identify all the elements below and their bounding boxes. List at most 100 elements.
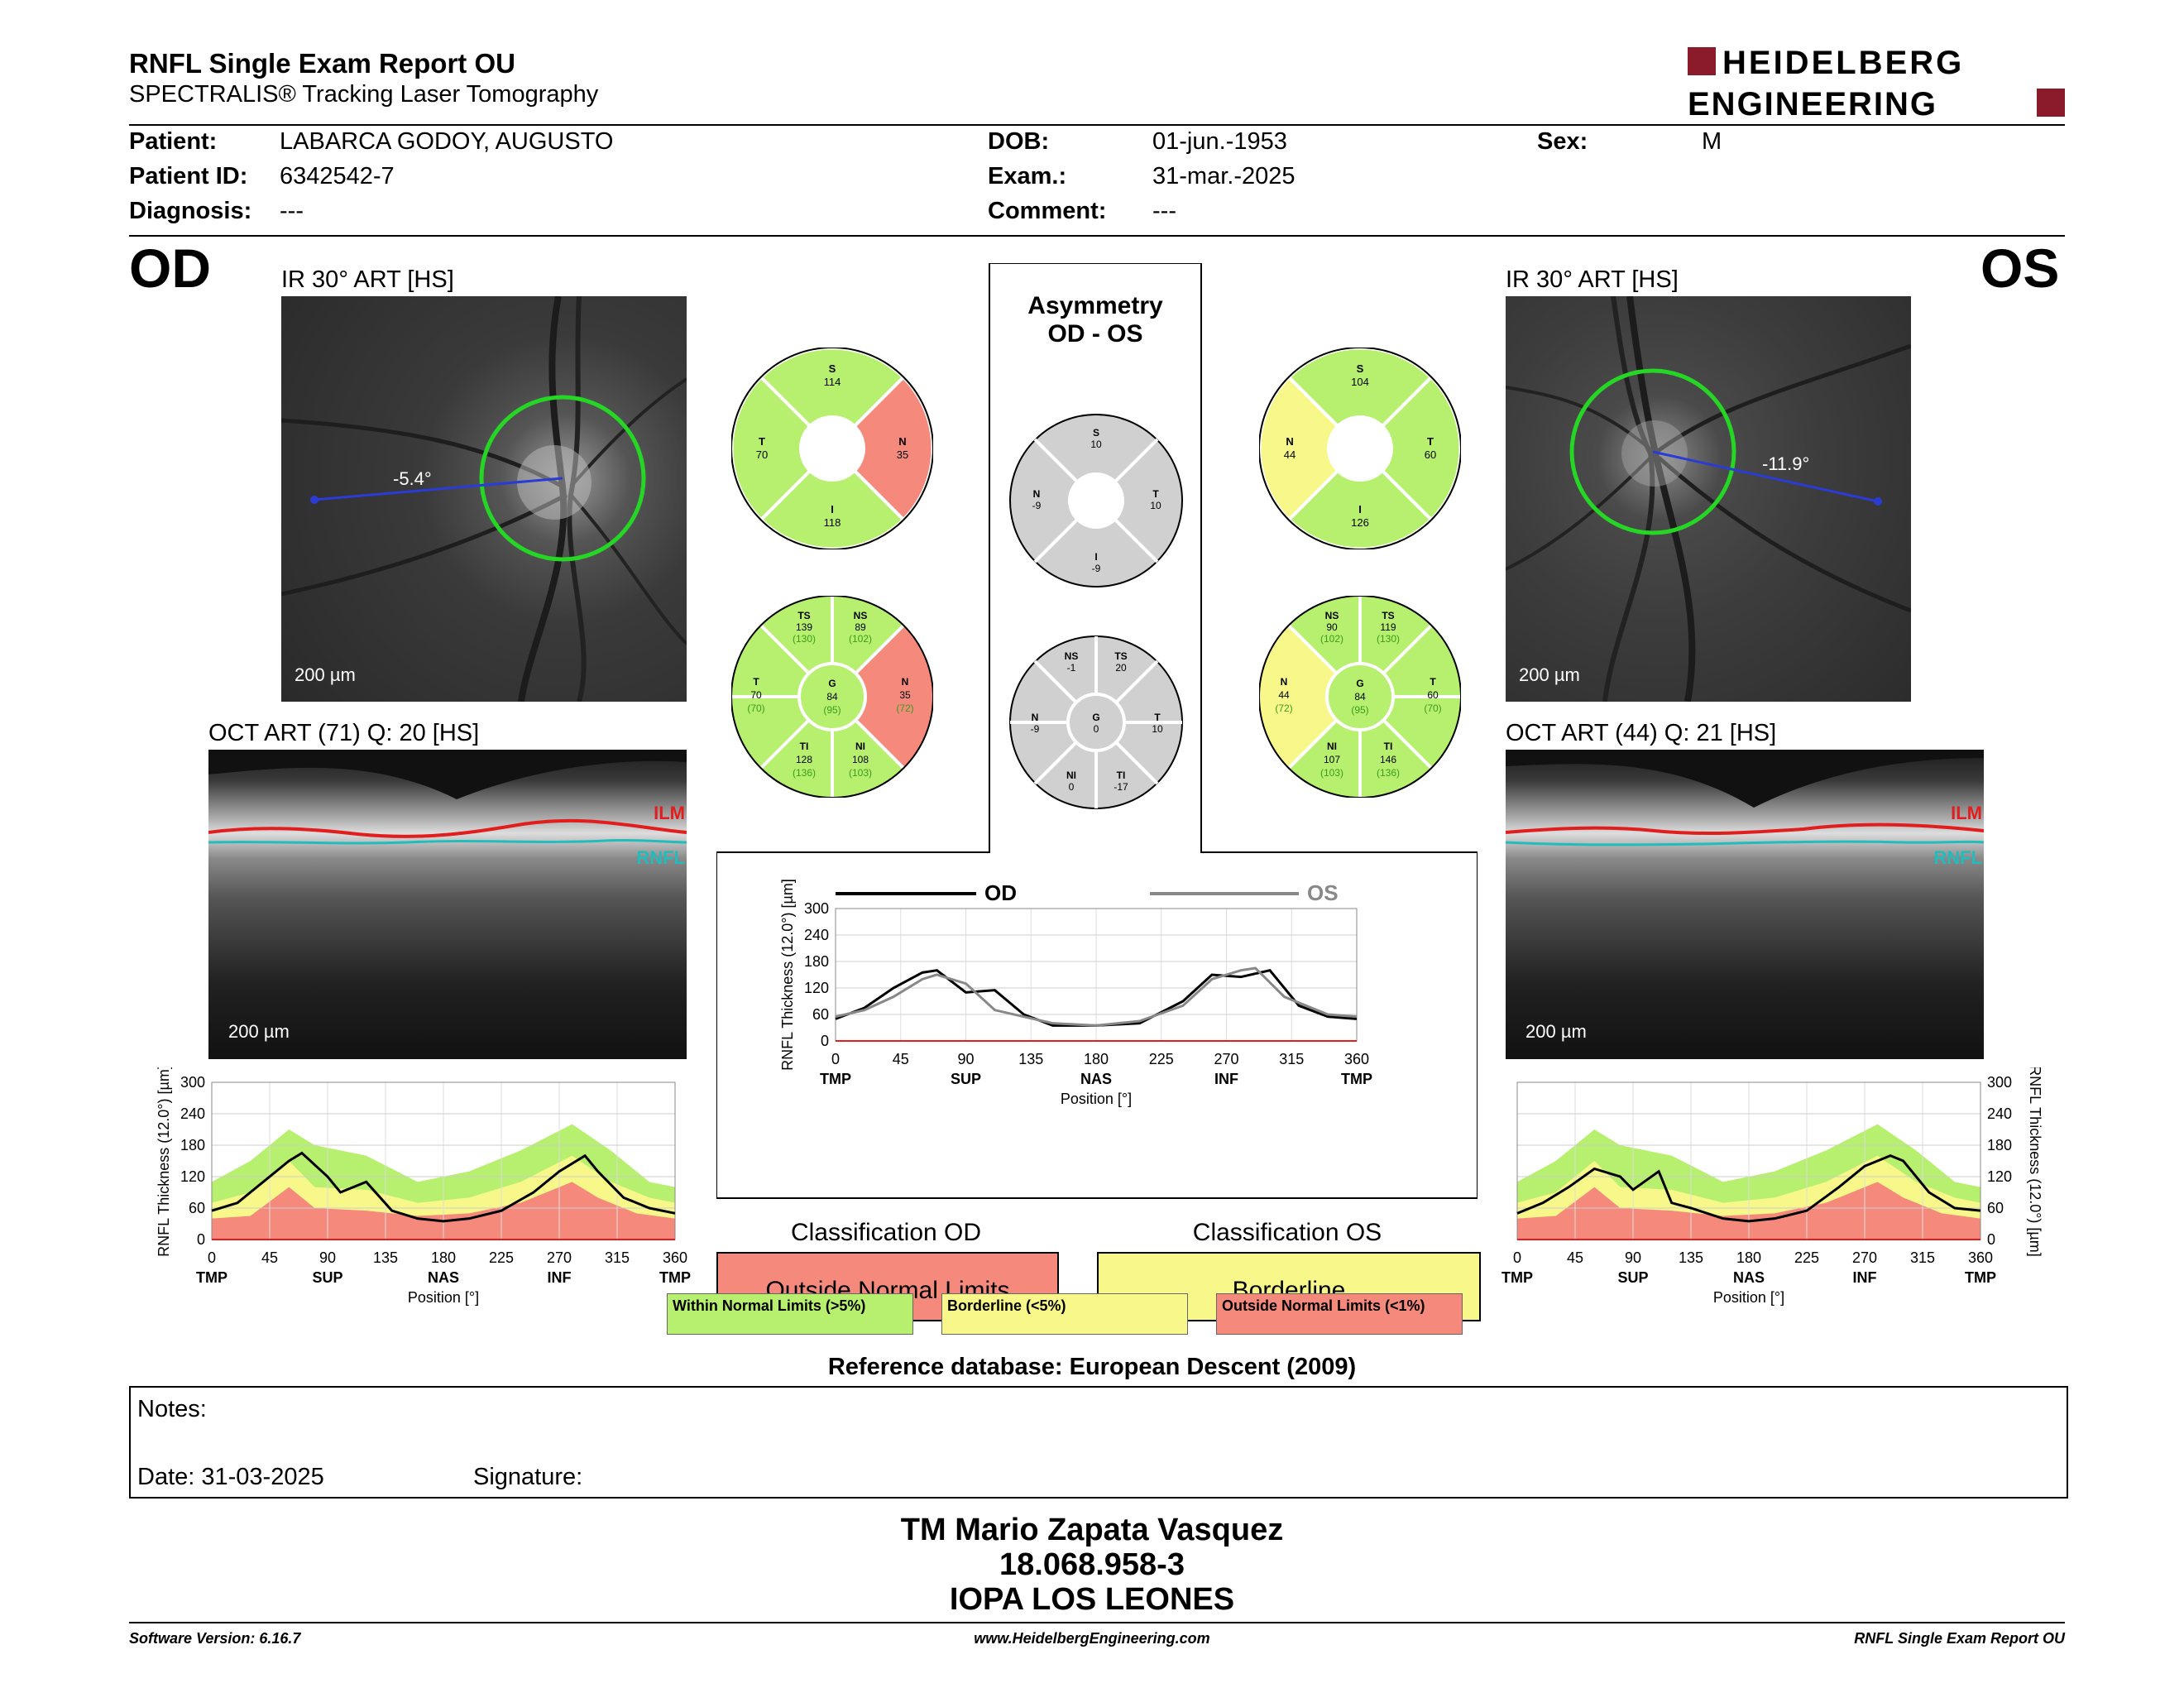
asym-s-value: 10 xyxy=(1090,439,1102,450)
od-rnfl-label: RNFL xyxy=(636,847,685,868)
y-tick-label: 60 xyxy=(1987,1200,2004,1216)
svg-text:T: T xyxy=(1154,712,1161,723)
x-region-label: TMP xyxy=(820,1071,851,1087)
os-eye-label: OS xyxy=(1980,237,2060,299)
svg-text:(95): (95) xyxy=(1351,704,1368,716)
od-ir-scale: 200 µm xyxy=(295,664,356,685)
svg-text:I: I xyxy=(831,503,834,516)
svg-text:N: N xyxy=(1286,435,1293,448)
svg-text:(72): (72) xyxy=(1275,703,1292,714)
od-4sector-diagram: S 114 T 70 N 35 I 118 xyxy=(731,348,933,549)
od-fundus-image: -5.4° 200 µm xyxy=(280,295,688,703)
od-eye-label: OD xyxy=(129,237,211,299)
reference-database: Reference database: European Descent (20… xyxy=(827,1354,1357,1380)
report-subtitle: SPECTRALIS® Tracking Laser Tomography xyxy=(129,81,599,108)
diagnosis-value: --- xyxy=(280,198,304,224)
x-tick-label: 0 xyxy=(1513,1249,1521,1266)
y-tick-label: 240 xyxy=(1987,1105,2012,1122)
x-axis-title: Position [°] xyxy=(408,1289,479,1306)
asymmetry-6sector-diagram: NS -1 TS 20 N -9 G 0 T 10 NI 0 TI -17 xyxy=(1009,635,1183,809)
svg-text:128: 128 xyxy=(796,754,812,765)
svg-text:(136): (136) xyxy=(793,767,816,779)
svg-text:T: T xyxy=(753,676,759,688)
svg-text:G: G xyxy=(1356,678,1363,689)
svg-text:139: 139 xyxy=(796,621,812,633)
y-tick-label: 120 xyxy=(180,1168,205,1185)
svg-text:G: G xyxy=(828,678,836,689)
x-region-label: INF xyxy=(1853,1269,1877,1286)
y-tick-label: 60 xyxy=(812,1006,829,1023)
svg-text:G: G xyxy=(1092,712,1099,723)
od-n-value: 35 xyxy=(897,448,908,461)
y-tick-label: 0 xyxy=(1987,1231,1995,1248)
diagnosis-label: Diagnosis: xyxy=(129,198,252,224)
y-tick-label: 0 xyxy=(197,1231,205,1248)
svg-text:T: T xyxy=(1152,488,1159,500)
x-tick-label: 225 xyxy=(489,1249,514,1266)
y-tick-label: 300 xyxy=(1987,1074,2012,1091)
y-tick-label: 300 xyxy=(804,900,829,917)
x-region-label: TMP xyxy=(1965,1269,1996,1286)
x-region-label: TMP xyxy=(659,1269,691,1286)
x-tick-label: 45 xyxy=(1567,1249,1583,1266)
signer-place: IOPA LOS LEONES xyxy=(949,1582,1235,1617)
svg-text:NS: NS xyxy=(1065,650,1079,662)
y-tick-label: 0 xyxy=(821,1033,829,1049)
os-fundus-image: -11.9° 200 µm xyxy=(1505,295,1912,703)
os-s-value: 104 xyxy=(1351,376,1369,388)
svg-text:84: 84 xyxy=(826,691,838,703)
heidelberg-logo: HEIDELBERG ENGINEERING xyxy=(1688,45,2068,122)
svg-text:107: 107 xyxy=(1324,754,1340,765)
svg-text:0: 0 xyxy=(1094,723,1099,735)
logo-line2: ENGINEERING xyxy=(1688,86,1937,120)
x-tick-label: 90 xyxy=(1625,1249,1641,1266)
legend-outside-normal: Outside Normal Limits (<1%) xyxy=(1216,1293,1463,1335)
svg-text:-1: -1 xyxy=(1067,662,1076,674)
svg-text:TI: TI xyxy=(1117,770,1126,781)
svg-text:89: 89 xyxy=(855,621,866,633)
x-axis-title: Position [°] xyxy=(1061,1091,1132,1107)
x-tick-label: 360 xyxy=(1968,1249,1993,1266)
x-region-label: NAS xyxy=(1733,1269,1765,1286)
y-tick-label: 300 xyxy=(180,1074,205,1091)
os-rnfl-label: RNFL xyxy=(1933,847,1982,868)
os-i-value: 126 xyxy=(1351,516,1369,529)
svg-text:84: 84 xyxy=(1354,691,1366,703)
x-tick-label: 270 xyxy=(1852,1249,1877,1266)
signer-id: 18.068.958-3 xyxy=(999,1547,1185,1582)
svg-text:146: 146 xyxy=(1380,754,1396,765)
svg-text:NI: NI xyxy=(1327,741,1337,752)
asymmetry-title-2: OD - OS xyxy=(1047,320,1143,348)
y-axis-title: RNFL Thickness (12.0°) [µm] xyxy=(156,1067,172,1257)
svg-text:T: T xyxy=(1427,435,1434,448)
svg-text:60: 60 xyxy=(1427,689,1439,701)
y-tick-label: 180 xyxy=(804,953,829,970)
x-tick-label: 270 xyxy=(1214,1051,1238,1067)
notes-box: Notes: Date: 31-03-2025 Signature: xyxy=(129,1386,2068,1499)
y-tick-label: 60 xyxy=(189,1200,205,1216)
x-tick-label: 225 xyxy=(1149,1051,1174,1067)
x-tick-label: 180 xyxy=(431,1249,456,1266)
dob-value: 01-jun.-1953 xyxy=(1152,128,1287,155)
x-tick-label: 315 xyxy=(605,1249,630,1266)
svg-text:I: I xyxy=(1094,551,1097,563)
svg-text:TS: TS xyxy=(1382,610,1394,621)
x-tick-label: 360 xyxy=(663,1249,687,1266)
svg-text:(103): (103) xyxy=(1320,767,1343,779)
od-6sector-diagram: TS 139 (130) NS 89 (102) T 70 (70) G 84 … xyxy=(731,596,933,798)
x-region-label: INF xyxy=(548,1269,572,1286)
svg-text:I: I xyxy=(1358,503,1362,516)
exam-value: 31-mar.-2025 xyxy=(1152,163,1296,189)
svg-text:-9: -9 xyxy=(1031,723,1040,735)
x-tick-label: 135 xyxy=(1018,1051,1043,1067)
x-tick-label: 270 xyxy=(547,1249,572,1266)
svg-text:N: N xyxy=(1033,488,1041,500)
x-tick-label: 90 xyxy=(957,1051,974,1067)
y-axis-title: RNFL Thickness (12.0°) [µm] xyxy=(779,879,796,1071)
os-ir-angle: -11.9° xyxy=(1762,453,1810,474)
os-oct-scale: 200 µm xyxy=(1525,1021,1587,1042)
y-tick-label: 240 xyxy=(804,927,829,943)
x-region-label: NAS xyxy=(428,1269,459,1286)
x-tick-label: 225 xyxy=(1794,1249,1819,1266)
classification-od-title: Classification OD xyxy=(790,1219,982,1246)
